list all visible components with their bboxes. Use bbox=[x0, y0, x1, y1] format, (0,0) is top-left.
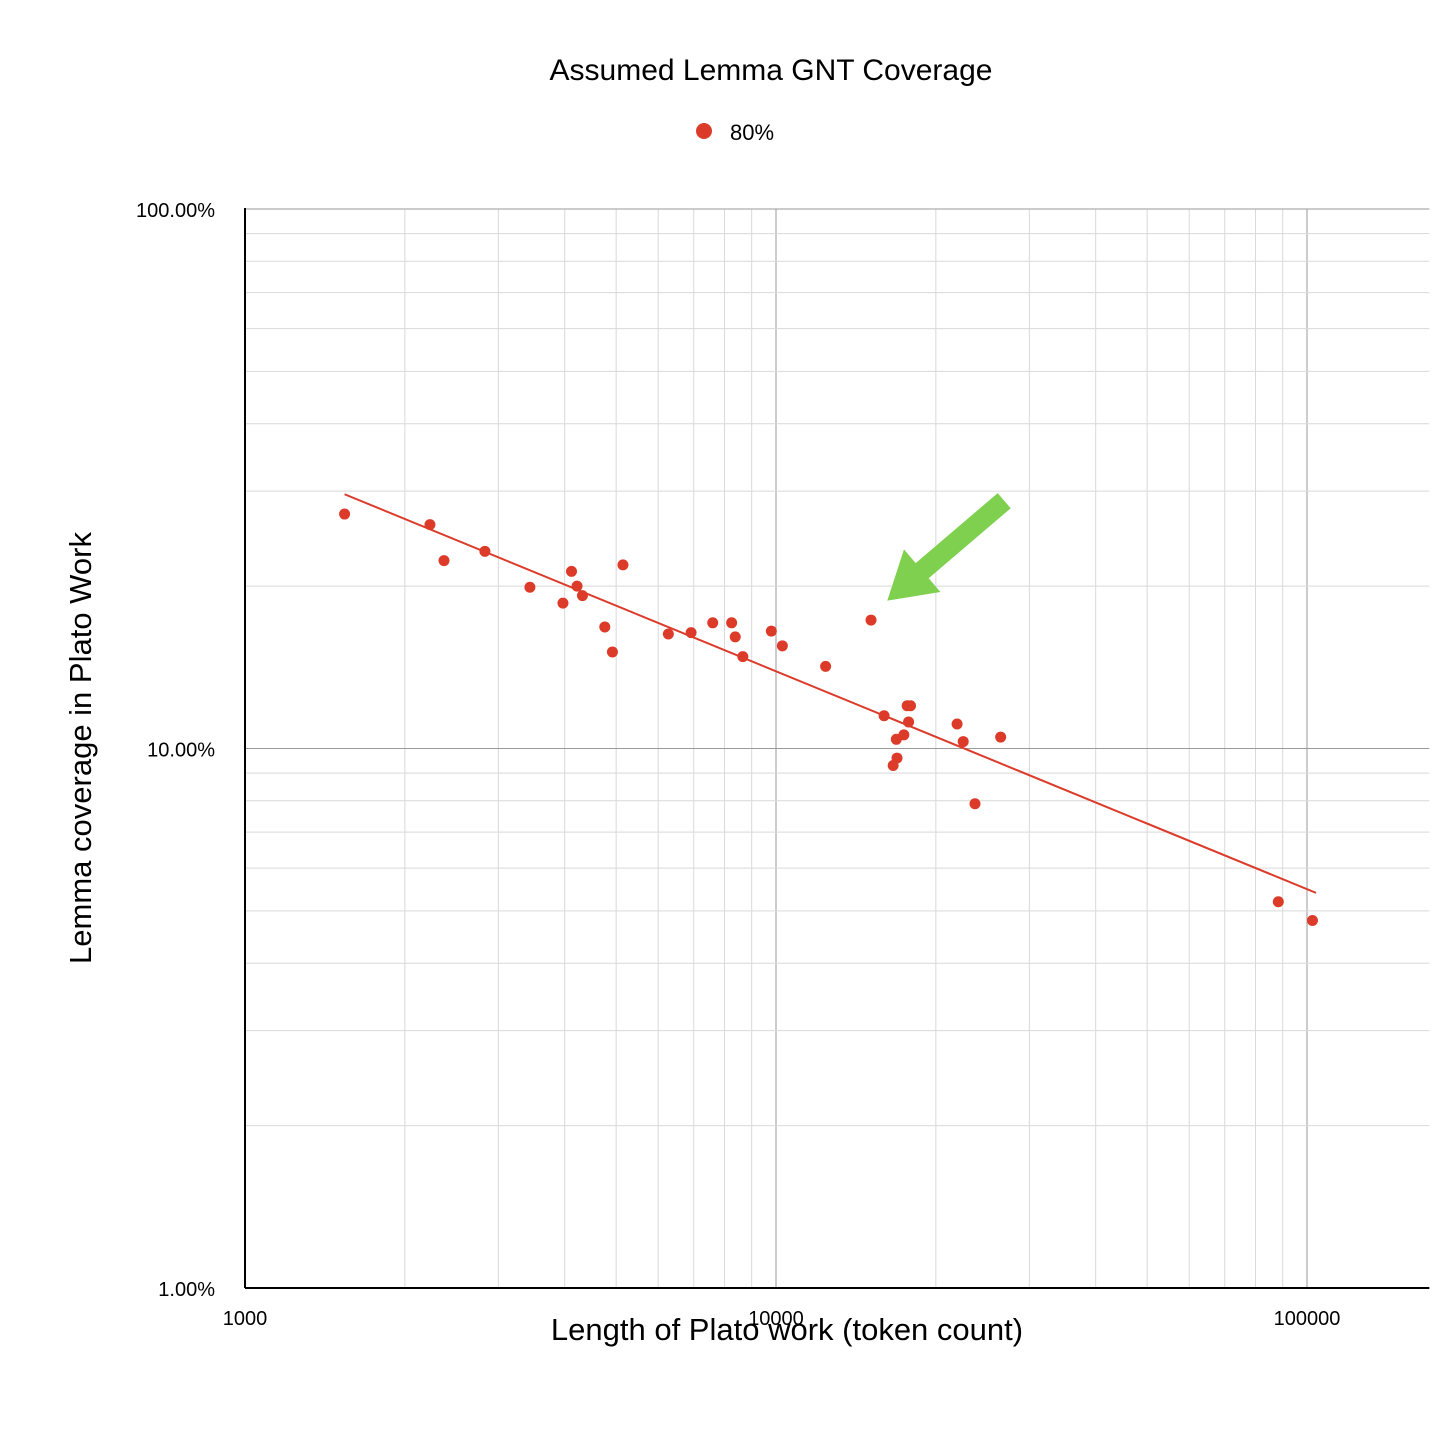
data-point bbox=[571, 580, 583, 592]
data-point bbox=[903, 716, 915, 728]
data-point bbox=[707, 617, 719, 629]
data-point bbox=[820, 660, 832, 672]
annotation-arrow bbox=[887, 493, 1011, 601]
data-point bbox=[951, 718, 963, 730]
data-point bbox=[905, 700, 917, 712]
data-point bbox=[1306, 914, 1318, 926]
data-point bbox=[765, 625, 777, 637]
data-points bbox=[339, 508, 1318, 926]
legend: 80% bbox=[696, 120, 774, 145]
data-point bbox=[685, 627, 697, 639]
data-point bbox=[424, 519, 436, 531]
data-point bbox=[557, 597, 569, 609]
chart-title: Assumed Lemma GNT Coverage bbox=[550, 54, 993, 87]
data-point bbox=[662, 628, 674, 640]
data-point bbox=[566, 565, 578, 577]
data-point bbox=[891, 752, 903, 764]
y-tick-label: 100.00% bbox=[136, 200, 215, 222]
data-point bbox=[878, 710, 890, 722]
x-tick-label: 100000 bbox=[1274, 1308, 1341, 1330]
y-tick-label: 10.00% bbox=[147, 740, 215, 762]
x-axis-label: Length of Plato work (token count) bbox=[551, 1312, 1023, 1347]
data-point bbox=[969, 798, 981, 810]
data-point bbox=[479, 545, 491, 557]
data-point bbox=[617, 559, 629, 571]
data-point bbox=[726, 617, 738, 629]
trendline-group bbox=[344, 493, 1317, 894]
data-point bbox=[865, 614, 877, 626]
legend-label: 80% bbox=[730, 120, 774, 145]
x-tick-label: 1000 bbox=[223, 1308, 268, 1330]
data-point bbox=[524, 581, 536, 593]
data-point bbox=[995, 731, 1007, 743]
data-point bbox=[729, 631, 741, 643]
data-point bbox=[957, 736, 969, 748]
data-point bbox=[438, 555, 450, 567]
axes bbox=[244, 208, 1430, 1289]
grid bbox=[245, 208, 1430, 1288]
legend-marker bbox=[696, 123, 712, 139]
data-point bbox=[576, 590, 588, 602]
data-point bbox=[1272, 896, 1284, 908]
data-point bbox=[737, 651, 749, 663]
tick-labels: 1000 10000 100000 1.00% 10.00% 100.00% bbox=[136, 200, 1340, 1330]
data-point bbox=[898, 729, 910, 741]
data-point bbox=[339, 508, 351, 520]
y-axis-label: Lemma coverage in Plato Work bbox=[63, 532, 98, 964]
data-point bbox=[599, 621, 611, 633]
data-point bbox=[776, 640, 788, 652]
annotation-group bbox=[887, 493, 1011, 601]
x-tick-label: 10000 bbox=[748, 1308, 804, 1330]
trendline bbox=[344, 493, 1317, 894]
data-point bbox=[606, 646, 618, 658]
y-tick-label: 1.00% bbox=[158, 1279, 215, 1301]
